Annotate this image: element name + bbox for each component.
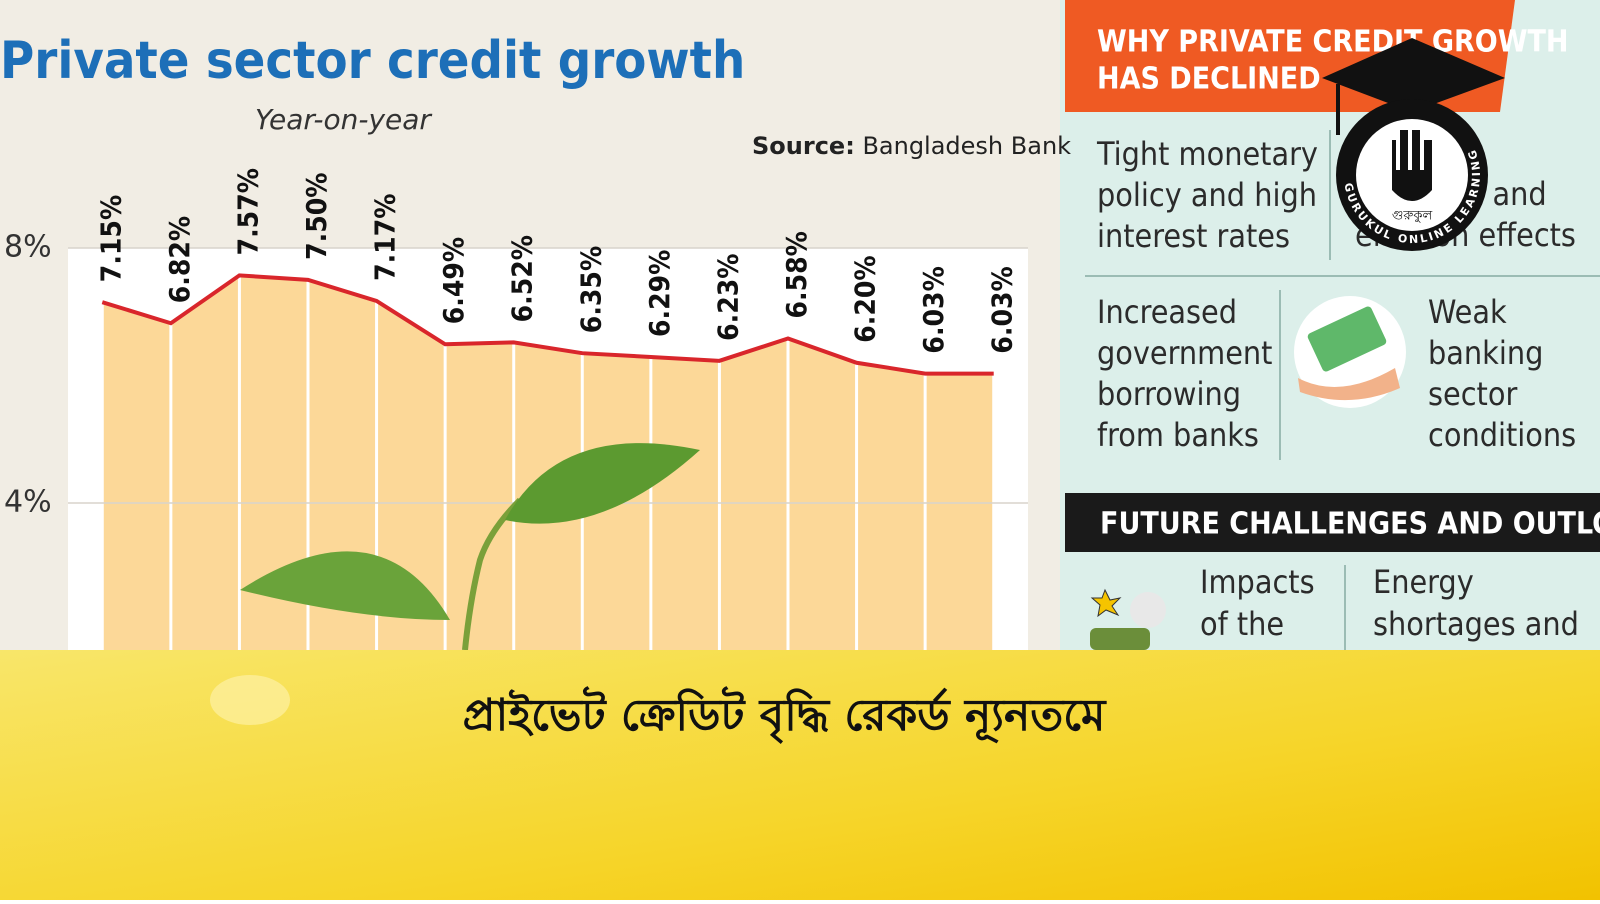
panel-heading2: FUTURE CHALLENGES AND OUTLOOK (1100, 507, 1600, 542)
panel-heading: WHY PRIVATE CREDIT GROWTH (1097, 25, 1569, 60)
value-label: 6.03% (917, 266, 950, 353)
value-label: 7.57% (231, 168, 264, 255)
reason-text: policy and high (1097, 176, 1317, 214)
tank-icon (1090, 628, 1150, 650)
reason-text: interest rates (1097, 217, 1290, 255)
challenge-text: Impacts (1200, 563, 1315, 601)
value-label: 7.50% (300, 172, 333, 259)
value-label: 7.17% (369, 194, 402, 281)
source-label: Source: (752, 132, 855, 160)
explosion-icon (1130, 592, 1166, 628)
reason-text: borrowing (1097, 375, 1241, 413)
value-label: 7.15% (94, 195, 127, 282)
reason-text: government (1097, 334, 1272, 372)
logo: GURUKUL ONLINE LEARNING গুরুকুল (1322, 38, 1505, 251)
banner-title: প্রাইভেট ক্রেডিট বৃদ্ধি রেকর্ড ন্যূনতমে (463, 686, 1107, 744)
reason-text: Weak (1428, 293, 1507, 331)
reason-text: from banks (1097, 416, 1259, 454)
stem-decoration (462, 497, 523, 650)
logo-name: গুরুকুল (1392, 209, 1433, 224)
chart-subtitle: Year-on-year (255, 103, 432, 136)
value-label: 6.03% (986, 266, 1019, 353)
value-label: 6.52% (506, 235, 539, 322)
leaf-decoration (240, 551, 450, 620)
y-tick-label: 4% (4, 485, 52, 520)
banner-decoration (210, 675, 290, 725)
panel-heading: HAS DECLINED (1097, 62, 1321, 97)
leaf-decoration (505, 443, 700, 524)
value-label: 6.82% (163, 216, 196, 303)
hand-mark (1392, 130, 1432, 201)
reason-text: Tight monetary (1096, 135, 1318, 173)
value-label: 6.23% (711, 253, 744, 340)
source-text: Bangladesh Bank (862, 132, 1071, 160)
chart: 7.15% 6.82% 7.57% 7.50% 7.17% 6.49% 6.52% 6.35%… (68, 168, 1028, 650)
money-icon (1307, 306, 1387, 372)
value-label: 6.29% (643, 250, 676, 337)
challenge-text: shortages and (1373, 605, 1579, 643)
star-icon (1090, 588, 1122, 618)
panel-heading2-box (1065, 493, 1600, 552)
value-label: 6.58% (780, 231, 813, 318)
hand-icon (1298, 368, 1400, 401)
source: Source: Bangladesh Bank (752, 132, 1071, 160)
value-label: 6.35% (574, 246, 607, 333)
chart-title: Private sector credit growth (0, 31, 745, 91)
cap (1322, 38, 1505, 112)
challenge-text: of the (1200, 605, 1284, 643)
value-label: 6.20% (849, 255, 882, 342)
reason-text: banking (1428, 334, 1543, 372)
line (101, 273, 994, 376)
reason-text: conditions (1428, 416, 1576, 454)
challenge-text: Energy (1373, 563, 1474, 601)
value-label: 6.49% (437, 237, 470, 324)
y-tick-label: 8% (4, 230, 52, 265)
reason-text: Increased (1097, 293, 1237, 331)
reason-text: sector (1428, 375, 1517, 413)
